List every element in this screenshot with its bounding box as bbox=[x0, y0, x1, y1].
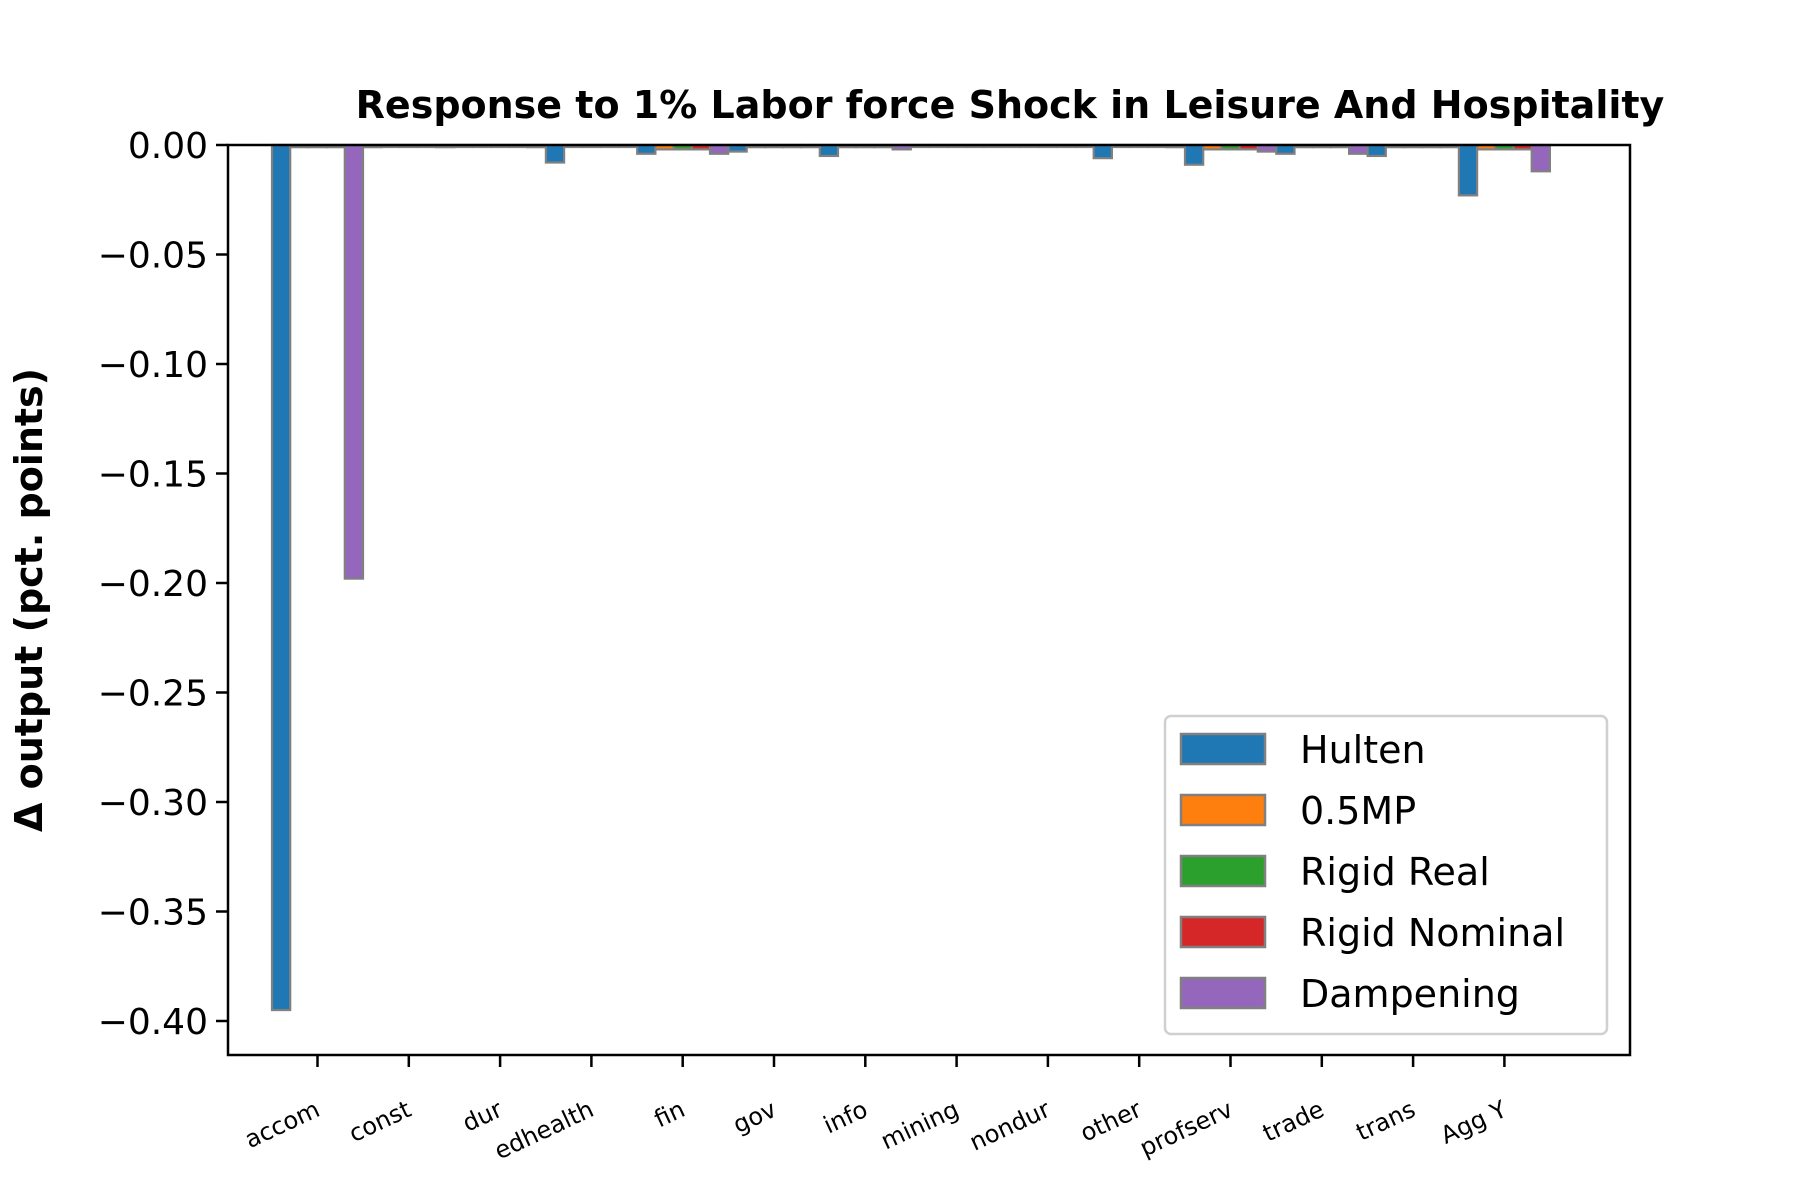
y-tick-label: −0.20 bbox=[98, 564, 208, 605]
legend-label: Hulten bbox=[1300, 728, 1426, 772]
x-tick-label: trans bbox=[1352, 1095, 1420, 1146]
y-tick-label: 0.00 bbox=[128, 126, 208, 167]
x-tick-label: info bbox=[819, 1095, 872, 1139]
x-tick-label: dur bbox=[458, 1095, 506, 1137]
plot-frame bbox=[226, 143, 1632, 1057]
x-tick-label: other bbox=[1076, 1095, 1146, 1147]
x-tick-label: fin bbox=[650, 1095, 689, 1133]
y-tick-label: −0.30 bbox=[98, 783, 208, 824]
y-axis: 0.00 −0.05 −0.10 −0.15 −0.20 −0.25 −0.30 −0.35 −… bbox=[98, 126, 228, 1043]
bar-hulten-edhealth bbox=[544, 143, 566, 164]
bar-hulten-profserv bbox=[1183, 143, 1205, 166]
x-tick-label: edhealth bbox=[490, 1095, 598, 1165]
y-tick-label: −0.35 bbox=[98, 893, 208, 934]
x-tick-label: const bbox=[345, 1095, 416, 1148]
bar-hulten-accom bbox=[270, 143, 292, 1012]
x-tick-label: profserv bbox=[1135, 1095, 1237, 1162]
legend-label: 0.5MP bbox=[1300, 789, 1416, 833]
chart-title: Response to 1% Labor force Shock in Leis… bbox=[356, 83, 1665, 127]
bar-hulten-fin bbox=[636, 143, 657, 155]
y-tick-label: −0.05 bbox=[98, 236, 208, 277]
legend-label: Dampening bbox=[1300, 972, 1520, 1016]
legend-label: Rigid Nominal bbox=[1300, 911, 1565, 955]
bar-hulten-agg-y bbox=[1457, 143, 1479, 197]
legend-swatch bbox=[1179, 854, 1267, 888]
y-axis-label: Δ output (pct. points) bbox=[7, 368, 51, 832]
legend-swatch bbox=[1179, 732, 1267, 766]
y-tick-label: −0.40 bbox=[98, 1002, 208, 1043]
bar-hulten-info bbox=[818, 143, 840, 158]
x-tick-label: nondur bbox=[965, 1095, 1054, 1157]
y-tick-label: −0.10 bbox=[98, 345, 208, 386]
legend-swatch bbox=[1179, 793, 1267, 827]
x-tick-label: gov bbox=[729, 1095, 781, 1139]
bar-hulten-trade bbox=[1275, 143, 1296, 155]
legend-swatch bbox=[1179, 976, 1267, 1010]
bar-hulten-trans bbox=[1366, 143, 1387, 158]
x-tick-label: mining bbox=[877, 1095, 963, 1155]
bar-hulten-other bbox=[1092, 143, 1113, 160]
legend-swatch bbox=[1179, 915, 1267, 949]
y-tick-label: −0.15 bbox=[98, 455, 208, 496]
x-tick-label: trade bbox=[1259, 1095, 1329, 1147]
bar-dampening-accom bbox=[343, 143, 365, 580]
legend-box bbox=[1163, 714, 1609, 1036]
y-tick-label: −0.25 bbox=[98, 674, 208, 715]
bar-dampening-agg-y bbox=[1530, 143, 1551, 173]
x-tick-label: Agg Y bbox=[1436, 1095, 1511, 1150]
legend-label: Rigid Real bbox=[1300, 850, 1490, 894]
legend: Hulten 0.5MP Rigid Real Rigid Nominal Dampen… bbox=[1163, 714, 1609, 1036]
bars-layer bbox=[270, 143, 1551, 1012]
x-tick-label: accom bbox=[240, 1095, 324, 1154]
bar-dampening-trade bbox=[1347, 143, 1369, 155]
bar-dampening-fin bbox=[708, 143, 730, 155]
